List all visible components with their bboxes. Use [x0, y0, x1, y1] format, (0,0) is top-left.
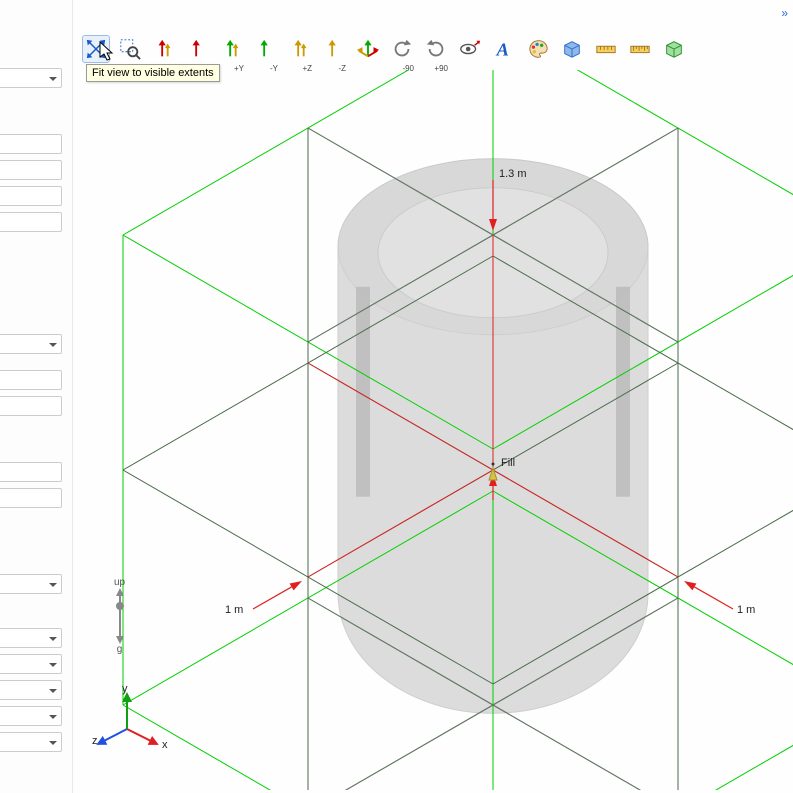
svg-text:Fill: Fill	[501, 457, 515, 469]
measure-button[interactable]	[592, 35, 620, 63]
view-toolbar: +X-X+Y-Y+Z-Z -90+90 A	[82, 32, 688, 66]
view-minus-z-button[interactable]: -Z	[320, 35, 348, 63]
gravity-label: g	[117, 644, 123, 655]
sidebar-field-10[interactable]	[0, 574, 62, 594]
view-plus-x-button[interactable]: +X	[150, 35, 178, 63]
view-eye-button[interactable]	[456, 35, 484, 63]
sidebar-field-6[interactable]	[0, 370, 62, 390]
box-solid-button[interactable]	[558, 35, 586, 63]
view-minus-y-button[interactable]: -Y	[252, 35, 280, 63]
view-plus-y-button[interactable]: +Y	[218, 35, 246, 63]
sidebar-field-14[interactable]	[0, 706, 62, 726]
svg-text:1.3 m: 1.3 m	[499, 168, 527, 180]
zoom-window-button[interactable]	[116, 35, 144, 63]
sidebar-field-8[interactable]	[0, 462, 62, 482]
palette-button[interactable]	[524, 35, 552, 63]
text-a-button[interactable]: A	[490, 35, 518, 63]
box-green-button[interactable]	[660, 35, 688, 63]
sidebar-field-9[interactable]	[0, 488, 62, 508]
svg-text:1 m: 1 m	[225, 604, 243, 616]
svg-text:y: y	[122, 684, 128, 695]
sidebar-field-11[interactable]	[0, 628, 62, 648]
expand-toolbar-icon[interactable]: »	[781, 6, 787, 20]
svg-text:1 m: 1 m	[737, 604, 755, 616]
sidebar-label-5: ter	[0, 338, 74, 350]
ruler-button[interactable]	[626, 35, 654, 63]
fit-view-button[interactable]	[82, 35, 110, 63]
sidebar-field-0[interactable]	[0, 68, 62, 88]
svg-text:z: z	[92, 735, 98, 747]
sidebar-field-3[interactable]	[0, 186, 62, 206]
gravity-indicator: up g	[114, 577, 125, 655]
view-minus-x-button[interactable]: -X	[184, 35, 212, 63]
rotate-ccw-button[interactable]: -90	[388, 35, 416, 63]
sidebar-field-1[interactable]	[0, 134, 62, 154]
view-iso-button[interactable]	[354, 35, 382, 63]
sidebar-field-2[interactable]	[0, 160, 62, 180]
rotate-cw-button[interactable]: +90	[422, 35, 450, 63]
3d-viewport[interactable]: 1.3 m 1 m 1 m Fill	[73, 70, 793, 793]
sidebar-field-13[interactable]	[0, 680, 62, 700]
sidebar-field-4[interactable]	[0, 212, 62, 232]
sidebar-field-7[interactable]	[0, 396, 62, 416]
up-label: up	[114, 577, 125, 588]
svg-text:A: A	[496, 39, 509, 59]
view-plus-z-button[interactable]: +Z	[286, 35, 314, 63]
property-sidebar: ter	[0, 0, 73, 793]
axis-triad: x y z	[92, 684, 172, 757]
sidebar-field-12[interactable]	[0, 654, 62, 674]
svg-text:x: x	[162, 739, 168, 751]
sidebar-field-15[interactable]	[0, 732, 62, 752]
